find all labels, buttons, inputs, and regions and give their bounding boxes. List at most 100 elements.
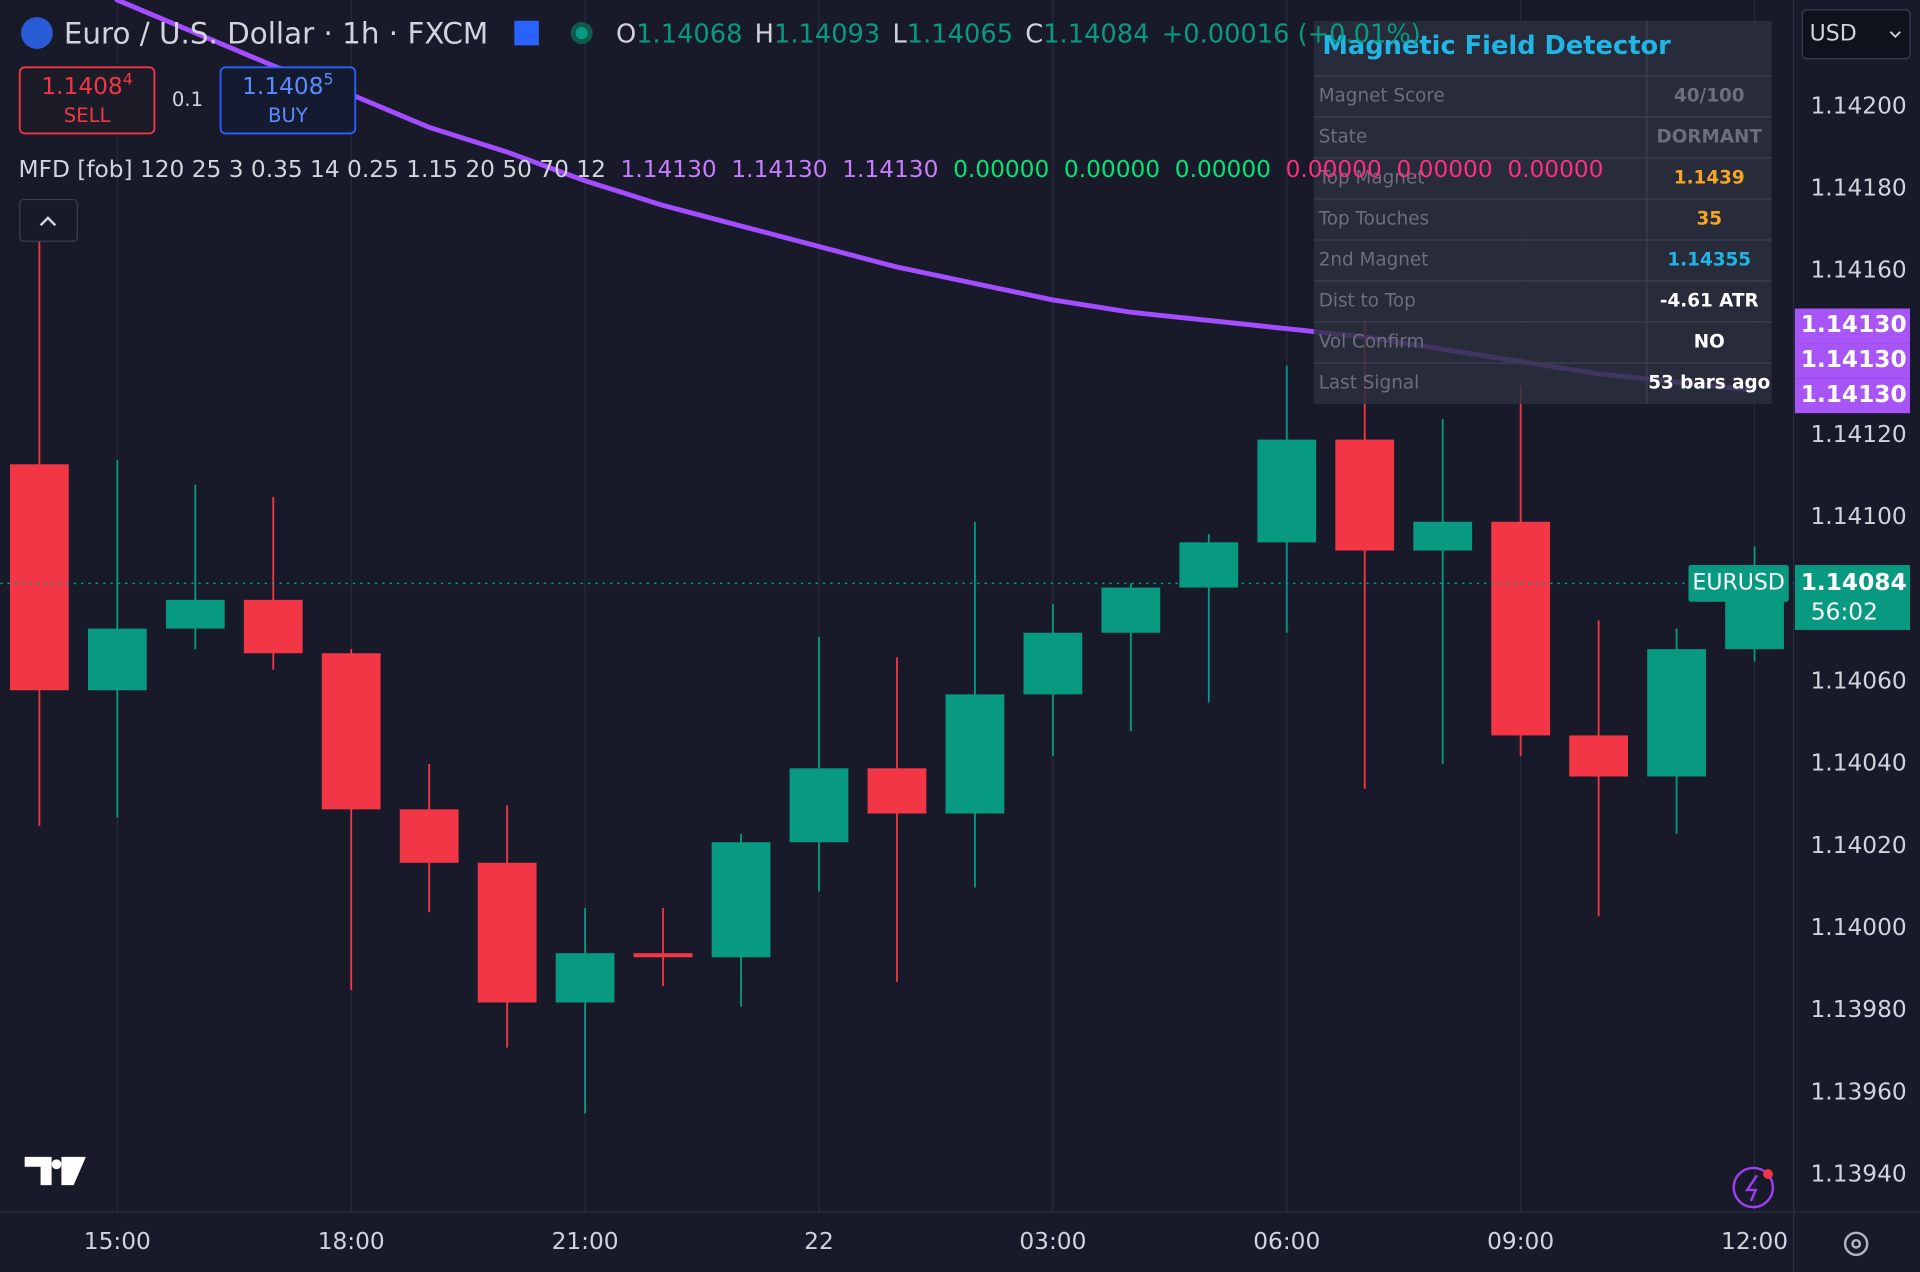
table-row-label: Last Signal (1319, 372, 1419, 393)
current-price-label: 1.14084 (1801, 569, 1907, 596)
indicator-legend: MFD [fob] 120 25 3 0.35 14 0.25 1.15 20 … (19, 156, 1604, 183)
y-tick-label: 1.13960 (1811, 1078, 1907, 1105)
ohlc-value: 1.14093 (774, 19, 880, 49)
x-tick-label: 06:00 (1253, 1228, 1320, 1255)
candle-body (1413, 521, 1473, 551)
indicator-value: 0.00000 (1175, 156, 1271, 183)
countdown: 56:02 (1811, 598, 1878, 625)
candle-body (945, 694, 1005, 814)
buy-label: BUY (268, 104, 308, 127)
buy-price: 1.14085 (242, 69, 333, 99)
ohlc-value: 1.14065 (907, 19, 1013, 49)
indicator-value: 1.14130 (842, 156, 938, 183)
settings-core (1851, 1238, 1862, 1249)
table-bg (1313, 20, 1772, 405)
alert-bolt (1744, 1174, 1759, 1202)
y-tick-label: 1.14120 (1811, 421, 1907, 448)
collapse-icon (39, 216, 57, 227)
indicator-value: 0.00000 (1507, 156, 1603, 183)
indicator-params: MFD [fob] 120 25 3 0.35 14 0.25 1.15 20 … (19, 156, 606, 183)
y-tick-label: 1.14000 (1811, 914, 1907, 941)
change: +0.00016 (+0.01%) (1162, 19, 1421, 49)
table-row-value: 1.1439 (1674, 167, 1745, 188)
candle-body (1023, 632, 1083, 695)
symbol-icon (20, 17, 53, 49)
ohlc-value: 1.14084 (1043, 19, 1149, 49)
indicator-value: 0.00000 (1064, 156, 1160, 183)
candle-body (1647, 649, 1706, 777)
y-tick-label: 1.13980 (1811, 996, 1907, 1023)
x-tick-label: 15:00 (84, 1228, 151, 1255)
x-tick-label: 12:00 (1721, 1228, 1788, 1255)
chart-title: Euro / U.S. Dollar · 1h · FXCM (64, 16, 488, 50)
buy-button[interactable] (219, 66, 357, 135)
indicator-value: 1.14130 (731, 156, 827, 183)
collapse-button[interactable] (19, 198, 78, 242)
candle-body (477, 862, 537, 1003)
ohlc: O1.14068 H1.14093 L1.14065 C1.14084 +0.00016… (616, 19, 1421, 49)
sell-label: SELL (64, 104, 111, 127)
table-row-label: Dist to Top (1319, 290, 1416, 311)
price-line-label-bg (1794, 308, 1911, 344)
candle-body (1257, 439, 1317, 543)
alert-icon[interactable] (1732, 1166, 1775, 1209)
y-tick-label: 1.14200 (1811, 92, 1907, 119)
x-tick-label: 18:00 (318, 1228, 385, 1255)
candle-body (1335, 439, 1395, 551)
sell-price: 1.14084 (41, 69, 132, 99)
spread: 0.1 (172, 88, 203, 111)
buy-main: 1.1408 (242, 72, 323, 99)
candle-body (87, 628, 147, 691)
status-dot (575, 26, 588, 40)
y-tick-label: 1.14020 (1811, 832, 1907, 859)
sell-main: 1.1408 (41, 72, 122, 99)
x-tick-label: 22 (804, 1228, 834, 1255)
candle-body (789, 768, 849, 843)
table-row-label: Magnet Score (1319, 85, 1445, 106)
symbol-label-bg (1688, 565, 1789, 602)
table-row-label: Top Magnet (1318, 167, 1425, 188)
ohlc-letter: C (1025, 19, 1043, 49)
candle-body (1101, 587, 1161, 633)
table-row-value: 40/100 (1674, 85, 1745, 106)
table-row-value: 53 bars ago (1648, 372, 1770, 393)
y-tick-label: 1.14180 (1811, 174, 1907, 201)
ohlc-value: 1.14068 (636, 19, 742, 49)
current-price-bg (1794, 565, 1911, 630)
price-line-label: 1.14130 (1801, 346, 1907, 373)
ohlc-letter: L (893, 19, 908, 49)
table-row-value: 35 (1696, 208, 1722, 229)
flag (514, 20, 539, 46)
table-row-label: State (1319, 126, 1368, 147)
table-row-value: -4.61 ATR (1660, 290, 1759, 311)
price-line-label: 1.14130 (1801, 311, 1907, 338)
candle-body (1179, 542, 1239, 588)
currency: USD (1810, 21, 1857, 46)
dropdown-icon (1889, 31, 1901, 39)
price-line-label: 1.14130 (1801, 381, 1907, 408)
price-line-label-bg (1794, 378, 1911, 414)
candle-body (399, 809, 459, 863)
y-tick-label: 1.14060 (1811, 668, 1907, 695)
candle-body (555, 953, 615, 1003)
candle-body (9, 464, 69, 691)
candle-body (1491, 521, 1551, 736)
y-tick-label: 1.14100 (1811, 503, 1907, 530)
currency-dropdown[interactable] (1801, 9, 1911, 60)
y-tick-label: 1.14160 (1811, 257, 1907, 284)
sell-button[interactable] (18, 66, 156, 135)
table-row-value: NO (1694, 331, 1725, 352)
sell-pip: 4 (123, 69, 133, 88)
y-tick-label: 1.13940 (1811, 1161, 1907, 1188)
table-row-label: Vol Confirm (1319, 331, 1425, 352)
logo-dot (51, 1159, 62, 1170)
symbol-label: EURUSD (1692, 570, 1784, 595)
candle-body (1569, 735, 1628, 777)
table-row-label: Top Touches (1318, 208, 1429, 229)
settings-icon[interactable] (1843, 1231, 1869, 1257)
x-tick-label: 21:00 (552, 1228, 619, 1255)
candle-body (321, 653, 381, 810)
indicator-value: 0.00000 (953, 156, 1049, 183)
